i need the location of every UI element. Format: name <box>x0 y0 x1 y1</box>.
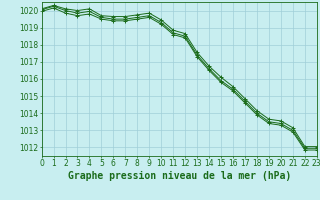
X-axis label: Graphe pression niveau de la mer (hPa): Graphe pression niveau de la mer (hPa) <box>68 171 291 181</box>
